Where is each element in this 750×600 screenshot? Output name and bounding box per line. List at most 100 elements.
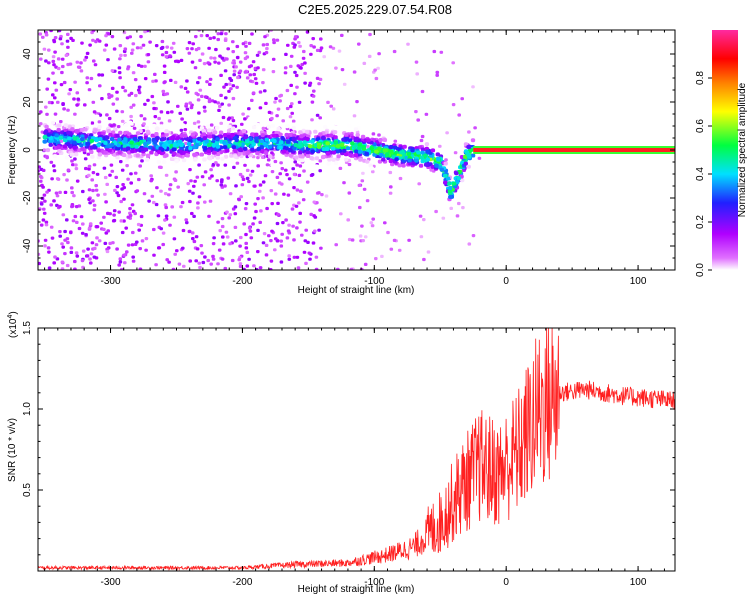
spectrogram-noise-point bbox=[73, 267, 77, 270]
spectrogram-noise-point bbox=[98, 113, 103, 117]
spectrogram-noise-point bbox=[300, 233, 304, 237]
spectrogram-noise-point bbox=[110, 169, 115, 173]
spectrogram-noise-point bbox=[213, 100, 217, 104]
spectrogram-noise-point bbox=[414, 110, 418, 114]
spectrogram-noise-point bbox=[249, 64, 253, 68]
spectrogram-ridge-point bbox=[93, 136, 98, 141]
spectrogram-noise-point bbox=[107, 32, 111, 36]
spectrogram-noise-point bbox=[56, 100, 60, 104]
spectrogram-noise-point bbox=[72, 194, 76, 198]
spectrogram-noise-point bbox=[267, 110, 272, 114]
spectrogram-ridge-point bbox=[466, 164, 471, 169]
spectrogram-noise-point bbox=[278, 99, 282, 103]
spectrogram-noise-point bbox=[256, 66, 260, 70]
spectrogram-noise-point bbox=[337, 49, 342, 53]
spectrogram-ridge-point bbox=[336, 154, 341, 159]
spectrogram-noise-point bbox=[422, 257, 426, 262]
spectrogram-ridge-point bbox=[298, 143, 303, 148]
spectrogram-noise-point bbox=[83, 157, 88, 161]
spectrogram-noise-point bbox=[130, 51, 134, 55]
spectrogram-noise-point bbox=[223, 69, 228, 73]
spectrogram-ridge-point bbox=[333, 135, 338, 140]
spectrogram-noise-point bbox=[340, 33, 344, 37]
spectrogram-noise-point bbox=[144, 248, 148, 252]
spectrogram-ridge-point bbox=[205, 124, 210, 129]
spectrogram-noise-point bbox=[265, 47, 269, 51]
spectrogram-ridge-point bbox=[79, 143, 84, 148]
spectrogram-noise-point bbox=[84, 233, 88, 237]
spectrogram-noise-point bbox=[206, 61, 210, 65]
spectrogram-noise-point bbox=[118, 76, 122, 80]
spectrogram-noise-point bbox=[318, 77, 323, 81]
spectrogram-noise-point bbox=[197, 261, 201, 265]
spectrogram-noise-point bbox=[196, 206, 200, 210]
spectrogram-noise-point bbox=[173, 80, 178, 84]
spectrogram-noise-point bbox=[269, 189, 274, 193]
spectrogram-noise-point bbox=[91, 171, 96, 175]
spectrogram-noise-point bbox=[142, 192, 147, 196]
spectrogram-noise-point bbox=[163, 192, 168, 196]
spectrogram-noise-point bbox=[275, 239, 280, 243]
spectrogram-ridge-point bbox=[278, 145, 283, 150]
spectrogram-ridge-point bbox=[291, 136, 296, 141]
spectrogram-ridge-point bbox=[140, 147, 145, 152]
spectrogram-ridge-point bbox=[179, 143, 184, 147]
spectrogram-ridge-point bbox=[207, 134, 213, 139]
spectrogram-noise-point bbox=[161, 89, 166, 93]
spectrogram-noise-point bbox=[220, 257, 225, 261]
spectrogram-noise-point bbox=[290, 102, 294, 106]
spectrogram-ridge-point bbox=[63, 123, 68, 128]
spectrogram-noise-point bbox=[243, 117, 247, 121]
spectrogram-noise-point bbox=[52, 164, 56, 168]
spectrogram-ridge-point bbox=[241, 159, 246, 164]
spectrogram-noise-point bbox=[131, 103, 136, 107]
spectrogram-noise-point bbox=[112, 213, 116, 217]
spectrogram-ridge-point bbox=[123, 123, 129, 127]
spectrogram-ridge-point bbox=[233, 154, 238, 159]
spectrogram-ridge-point bbox=[162, 160, 167, 164]
spectrogram-noise-point bbox=[296, 266, 301, 270]
spectrogram-ridge-point bbox=[293, 143, 299, 147]
spectrogram-noise-point bbox=[293, 160, 297, 164]
spectrogram-noise-point bbox=[416, 118, 420, 122]
spectrogram-noise-point bbox=[176, 60, 181, 64]
spectrogram-noise-point bbox=[220, 224, 225, 229]
spectrogram-noise-point bbox=[222, 85, 226, 89]
spectrogram-noise-point bbox=[358, 234, 363, 238]
spectrogram-noise-point bbox=[444, 158, 448, 162]
spectrogram-noise-point bbox=[52, 199, 56, 203]
spectrogram-noise-point bbox=[233, 205, 238, 209]
spectrogram-noise-point bbox=[187, 229, 192, 234]
spectrogram-noise-point bbox=[393, 139, 398, 143]
spectrogram-noise-point bbox=[272, 40, 276, 45]
spectrogram-ridge-point bbox=[240, 142, 245, 147]
spectrogram-noise-point bbox=[438, 144, 442, 148]
spectrogram-ridge-point bbox=[341, 137, 346, 142]
spectrogram-ridge-point bbox=[172, 143, 178, 148]
spectrogram-noise-point bbox=[196, 98, 201, 102]
spectrogram-noise-point bbox=[243, 207, 248, 211]
spectrogram-noise-point bbox=[261, 126, 266, 130]
spectrogram-noise-point bbox=[234, 239, 238, 243]
spectrogram-noise-point bbox=[262, 232, 267, 236]
spectrogram-ridge-point bbox=[227, 124, 232, 129]
spectrogram-noise-point bbox=[234, 184, 238, 188]
spectrogram-noise-point bbox=[218, 104, 222, 108]
spectrogram-noise-point bbox=[350, 238, 355, 242]
spectrogram-noise-point bbox=[84, 166, 88, 171]
spectrogram-noise-point bbox=[139, 46, 143, 50]
spectrogram-noise-point bbox=[229, 87, 233, 91]
spectrogram-noise-point bbox=[252, 264, 256, 268]
spectrogram-noise-point bbox=[108, 241, 112, 245]
spectrogram-ridge-point bbox=[347, 123, 352, 128]
spectrogram-noise-point bbox=[107, 116, 112, 121]
spectrogram-noise-point bbox=[51, 93, 55, 97]
spectrogram-noise-point bbox=[162, 70, 167, 74]
spectrogram-ridge-point bbox=[402, 144, 407, 149]
spectrogram-noise-point bbox=[196, 93, 200, 97]
spectrogram-noise-point bbox=[85, 81, 89, 85]
spectrogram-noise-point bbox=[417, 182, 421, 186]
spectrogram-ridge-point bbox=[410, 148, 415, 153]
spectrogram-noise-point bbox=[208, 77, 213, 81]
spectrogram-noise-point bbox=[42, 211, 47, 215]
